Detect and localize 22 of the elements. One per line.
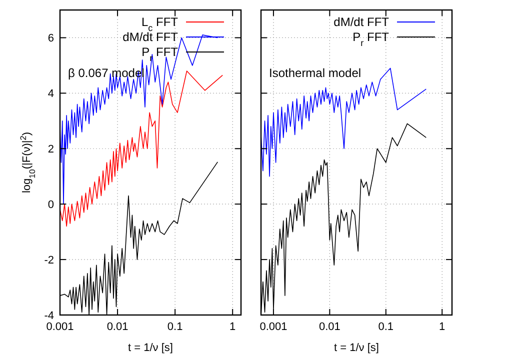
y-tick-label: -4 — [44, 310, 54, 322]
x-tick-label: 0.01 — [106, 321, 128, 333]
x-tick-label: 1 — [439, 321, 446, 333]
x-tick-label: 0.01 — [318, 321, 340, 333]
x-axis-title: t = 1/ν [s] — [128, 342, 173, 354]
x-tick-label: 0.001 — [260, 321, 288, 333]
legend-label: dM/dt FFT — [122, 30, 179, 44]
y-tick-label: -2 — [44, 254, 54, 267]
legend-label: L$_{c}$ FFT — [141, 15, 179, 33]
legend-label: P$_{r}$ FFT — [142, 45, 179, 63]
x-tick-label: 1 — [230, 321, 236, 333]
y-tick-label: 6 — [48, 32, 54, 45]
legend-label: P$_{r}$ FFT — [352, 30, 390, 48]
x-tick-label: 0.1 — [378, 321, 394, 333]
x-tick-label: 0.1 — [167, 321, 183, 333]
x-tick-label: 0.001 — [46, 321, 74, 333]
legend-label: dM/dt FFT — [334, 15, 390, 29]
y-tick-label: 4 — [48, 88, 54, 100]
annotation: Isothermal model — [269, 66, 362, 80]
y-tick-label: 0 — [48, 199, 54, 212]
y-tick-label: 2 — [48, 144, 54, 156]
x-axis-title: t = 1/ν [s] — [334, 342, 379, 354]
